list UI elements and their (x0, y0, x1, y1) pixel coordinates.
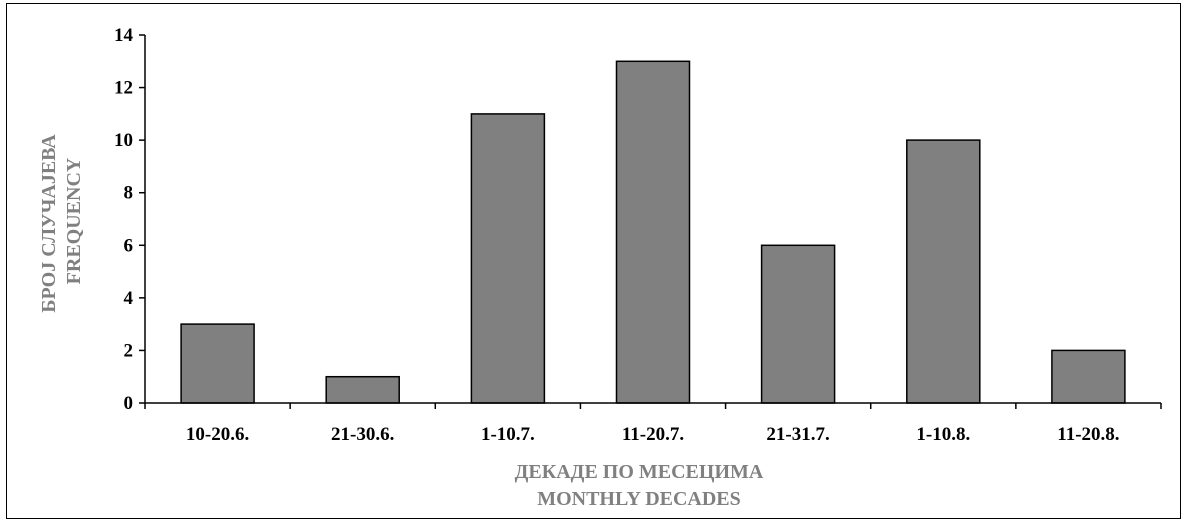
x-tick-label: 1-10.8. (916, 424, 970, 445)
bar-21-30.6. (325, 375, 400, 404)
y-axis-title-line-2: FREQUENCY (63, 157, 85, 284)
y-tick-label: 10 (114, 130, 133, 151)
y-axis-title-line-1: БРОЈ СЛУЧАЈЕВА (38, 134, 60, 313)
y-tick-label: 4 (124, 288, 134, 309)
bar-1-10.8. (906, 139, 981, 404)
bars-group (180, 60, 1126, 404)
bar-11-20.7. (615, 60, 691, 404)
x-axis-title-line-2: MONTHLY DECADES (537, 488, 741, 510)
bar-1-10.7. (470, 113, 546, 404)
x-tick-label: 10-20.6. (186, 424, 249, 445)
chart-frame (6, 3, 1181, 519)
bar-11-20.8. (1051, 349, 1126, 404)
y-tick-label: 2 (124, 340, 134, 361)
y-axis-title: БРОЈ СЛУЧАЈЕВА FREQUENCY (38, 129, 85, 312)
x-ticks-group: 10-20.6. 21-30.6. 1-10.7. 11-20.7. 21-31.7. 1… (144, 403, 1162, 445)
bar-21-31.7. (760, 244, 836, 404)
x-tick-label: 21-31.7. (766, 424, 829, 445)
x-axis-title-line-1: ДЕКАДЕ ПО МЕСЕЦИМА (515, 461, 764, 483)
axes-group (144, 35, 1161, 404)
y-ticks-group: 0 2 4 6 8 10 12 14 (114, 25, 145, 414)
y-tick-label: 14 (114, 25, 134, 46)
y-tick-label: 12 (114, 78, 133, 99)
x-tick-label: 1-10.7. (481, 424, 535, 445)
x-tick-label: 11-20.7. (622, 424, 684, 445)
x-tick-label: 11-20.8. (1057, 424, 1119, 445)
y-tick-label: 6 (124, 235, 134, 256)
bar-10-20.6. (180, 323, 255, 404)
y-tick-label: 0 (124, 393, 134, 414)
x-tick-label: 21-30.6. (331, 424, 394, 445)
y-tick-label: 8 (124, 183, 134, 204)
